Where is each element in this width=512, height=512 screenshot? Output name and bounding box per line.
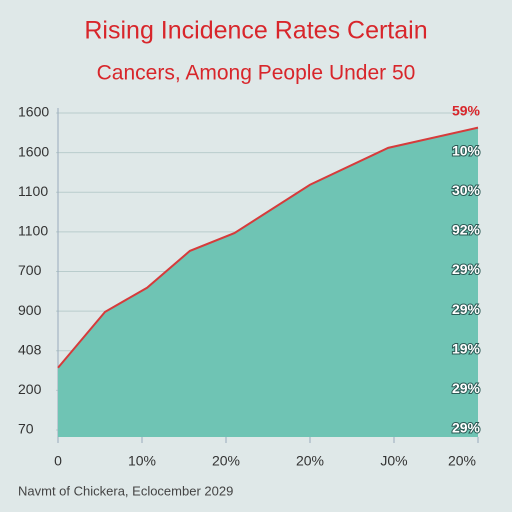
annotation: 92% (452, 222, 481, 238)
annotation: 29% (452, 380, 481, 396)
y-tick-label: 200 (18, 381, 42, 397)
line (57, 126, 479, 369)
area (58, 127, 478, 437)
x-tick-label: 0 (54, 453, 62, 469)
annotation: 30% (452, 182, 481, 198)
annotation: 29% (452, 420, 481, 436)
y-tick-label: 1600 (18, 143, 49, 159)
annotation: 59% (452, 103, 481, 119)
y-tick-label: 70 (18, 421, 34, 437)
y-tick-label: 900 (18, 302, 42, 318)
x-tick-label: 10% (128, 453, 156, 469)
annotation: 10% (452, 142, 481, 158)
annotation: 19% (452, 340, 481, 356)
y-tick-label: 1100 (18, 223, 48, 239)
y-tick-label: 1600 (18, 104, 49, 120)
annotation: 29% (452, 261, 481, 277)
x-tick-label: 20% (448, 453, 476, 469)
annotation: 29% (452, 301, 481, 317)
y-tick-label: 1100 (18, 183, 48, 199)
x-tick-label: J0% (380, 453, 407, 469)
footer: Navmt of Chickera, Eclocember 2029 (18, 483, 233, 498)
x-tick-label: 20% (296, 453, 324, 469)
x-tick-label: 20% (212, 453, 240, 469)
chart-title: Rising Incidence Rates Certain (84, 17, 427, 45)
y-tick-label: 700 (18, 262, 42, 278)
chart-subtitle: Cancers, Among People Under 50 (97, 62, 416, 85)
y-tick-label: 408 (18, 341, 42, 357)
